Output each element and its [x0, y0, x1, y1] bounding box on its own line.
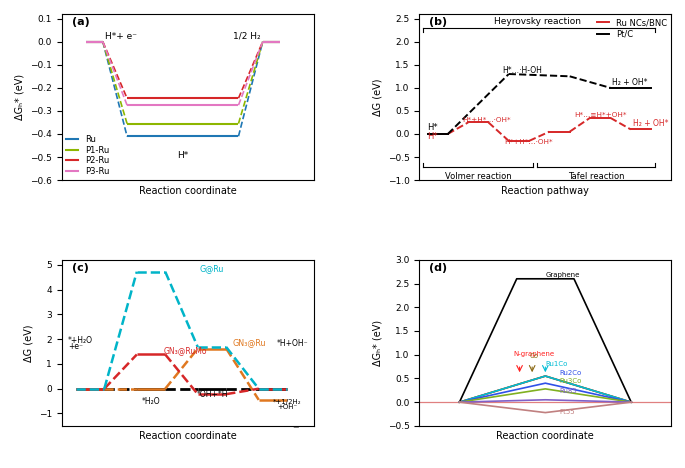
Y-axis label: ΔGₕ* (eV): ΔGₕ* (eV) — [372, 320, 382, 366]
Text: Heyrovsky reaction: Heyrovsky reaction — [494, 16, 581, 26]
X-axis label: Reaction pathway: Reaction pathway — [501, 186, 589, 196]
Text: Ru1Co: Ru1Co — [545, 360, 568, 366]
Y-axis label: ΔGₕ* (eV): ΔGₕ* (eV) — [14, 74, 25, 120]
Text: *OH+*H: *OH+*H — [196, 390, 227, 399]
Text: H*+H*…·OH*: H*+H*…·OH* — [462, 117, 511, 123]
Legend: Ru NCs/BNC, Pt/C: Ru NCs/BNC, Pt/C — [597, 18, 667, 39]
Text: Ru2Co: Ru2Co — [560, 370, 582, 376]
X-axis label: Reaction coordinate: Reaction coordinate — [497, 431, 594, 441]
Text: Volmer reaction: Volmer reaction — [445, 172, 512, 181]
Text: *H+OH⁻: *H+OH⁻ — [277, 339, 309, 348]
X-axis label: Reaction coordinate: Reaction coordinate — [139, 186, 236, 196]
Text: (a): (a) — [72, 17, 90, 27]
Text: H₂ + OH*: H₂ + OH* — [633, 119, 668, 128]
Y-axis label: ΔG (eV): ΔG (eV) — [23, 324, 33, 362]
Text: Ru3Co: Ru3Co — [560, 378, 582, 384]
Text: H*…·H-OH: H*…·H-OH — [503, 66, 543, 74]
Text: Graphene: Graphene — [545, 272, 580, 278]
Y-axis label: ΔG (eV): ΔG (eV) — [372, 78, 382, 116]
Text: Co: Co — [530, 353, 538, 359]
Text: H*: H* — [427, 132, 438, 140]
Text: (c): (c) — [72, 263, 88, 273]
Text: Tafel reaction: Tafel reaction — [568, 172, 625, 181]
Text: Ru85: Ru85 — [560, 388, 577, 394]
Text: +OH⁻: +OH⁻ — [277, 404, 297, 410]
Text: N-graphene: N-graphene — [514, 351, 555, 357]
Text: GN₃@RuMo: GN₃@RuMo — [163, 346, 207, 355]
Text: (d): (d) — [429, 263, 447, 273]
Text: 1/2 H₂: 1/2 H₂ — [233, 31, 260, 41]
Text: H*+ e⁻: H*+ e⁻ — [105, 31, 137, 41]
X-axis label: Reaction coordinate: Reaction coordinate — [139, 431, 236, 441]
Text: (b): (b) — [429, 17, 447, 27]
Text: H*…≡H*+OH*: H*…≡H*+OH* — [574, 112, 626, 118]
Text: H*+H*…·OH*: H*+H*…·OH* — [505, 139, 553, 145]
Text: H*: H* — [177, 151, 188, 160]
Text: GN₃@Ru: GN₃@Ru — [232, 338, 266, 347]
Text: Pt55: Pt55 — [560, 410, 575, 416]
Text: H₂ + OH*: H₂ + OH* — [612, 78, 648, 87]
Text: G@Ru: G@Ru — [200, 264, 224, 273]
Text: *H₂O: *H₂O — [142, 397, 160, 406]
Text: *+1/2H₂: *+1/2H₂ — [273, 399, 301, 404]
Text: H*: H* — [427, 123, 438, 132]
Legend: Ru, P1-Ru, P2-Ru, P3-Ru: Ru, P1-Ru, P2-Ru, P3-Ru — [66, 135, 110, 176]
Text: +e⁻: +e⁻ — [68, 342, 83, 351]
Text: *+H₂O: *+H₂O — [68, 336, 92, 345]
